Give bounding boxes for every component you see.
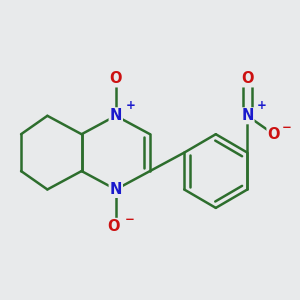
Text: O: O [267, 127, 280, 142]
Text: O: O [241, 71, 254, 86]
Text: N: N [241, 108, 254, 123]
Text: −: − [124, 213, 134, 226]
Text: −: − [281, 121, 291, 134]
Text: O: O [107, 219, 119, 234]
Text: N: N [110, 182, 122, 197]
Text: O: O [110, 71, 122, 86]
Text: N: N [110, 108, 122, 123]
Text: +: + [257, 99, 267, 112]
Text: +: + [125, 99, 135, 112]
